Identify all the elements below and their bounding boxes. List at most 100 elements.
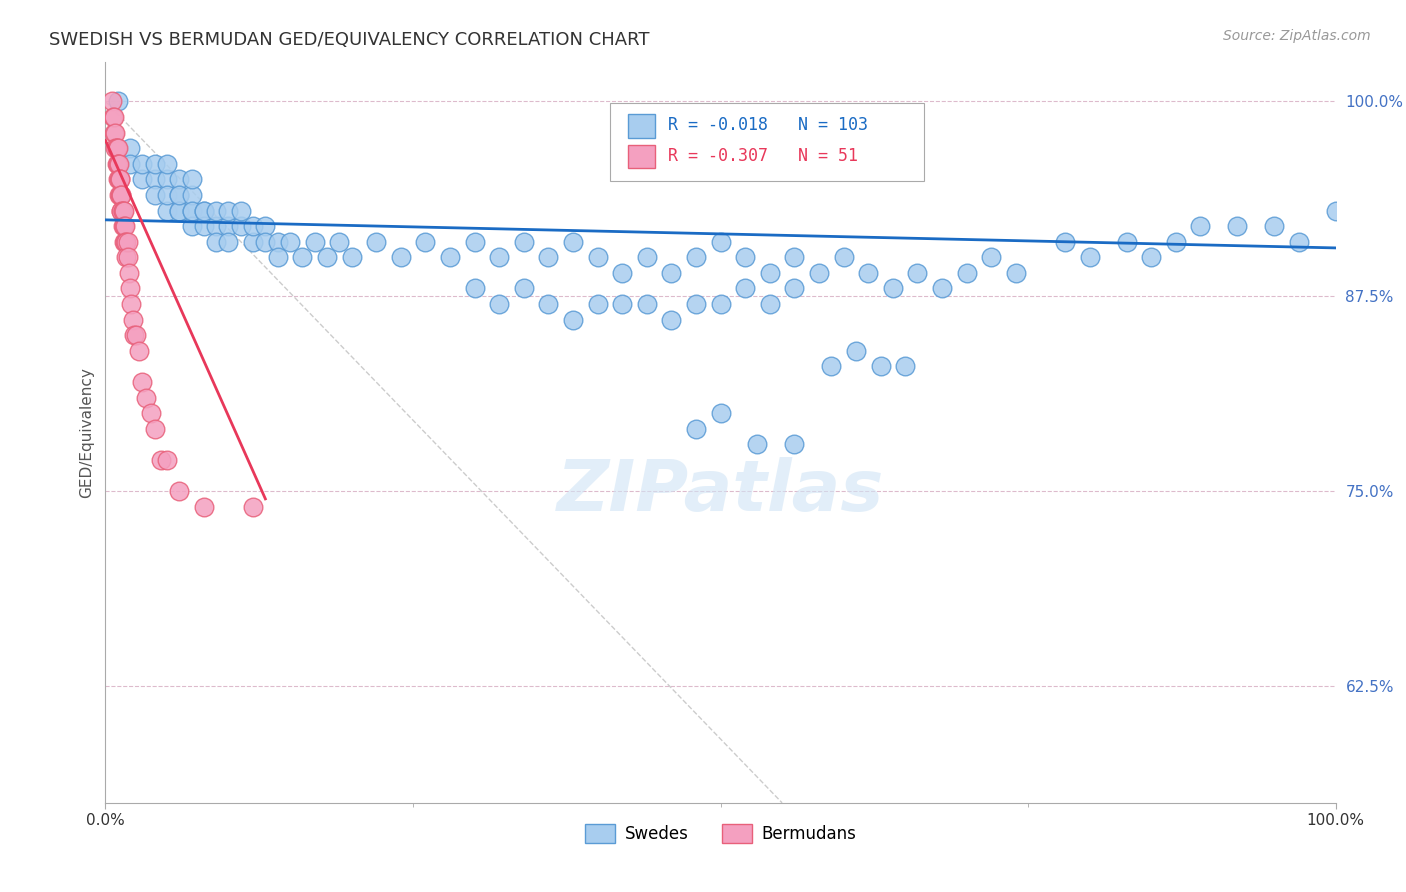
- Point: [180, 203, 202, 218]
- Y-axis label: GED/Equivalency: GED/Equivalency: [79, 368, 94, 498]
- Point: [205, 203, 228, 218]
- Point: [112, 203, 135, 218]
- Point: [156, 172, 179, 186]
- Point: [169, 172, 191, 186]
- Point: [114, 219, 136, 233]
- Point: [120, 297, 142, 311]
- Point: [218, 203, 240, 218]
- Point: [120, 281, 141, 295]
- Point: [229, 203, 252, 218]
- Point: [747, 437, 769, 451]
- Point: [389, 250, 412, 264]
- Point: [125, 328, 148, 343]
- Point: [661, 312, 683, 326]
- Point: [105, 141, 128, 155]
- Point: [169, 188, 191, 202]
- Point: [1164, 235, 1187, 249]
- Point: [488, 250, 510, 264]
- Point: [562, 312, 585, 326]
- Point: [111, 219, 134, 233]
- Point: [413, 235, 436, 249]
- Point: [193, 203, 215, 218]
- Point: [661, 266, 683, 280]
- Point: [143, 422, 166, 436]
- Point: [710, 235, 733, 249]
- Point: [845, 343, 868, 358]
- Point: [143, 157, 166, 171]
- Point: [117, 235, 139, 249]
- Point: [464, 235, 486, 249]
- Point: [120, 141, 141, 155]
- Point: [107, 95, 129, 109]
- Point: [562, 235, 585, 249]
- Point: [111, 203, 134, 218]
- Point: [882, 281, 904, 295]
- Point: [143, 172, 166, 186]
- Point: [1288, 235, 1310, 249]
- Point: [121, 312, 143, 326]
- Point: [110, 203, 132, 218]
- Point: [143, 188, 166, 202]
- Point: [156, 157, 179, 171]
- Point: [107, 172, 129, 186]
- Point: [193, 500, 215, 514]
- Point: [110, 203, 132, 218]
- FancyBboxPatch shape: [610, 103, 924, 181]
- Point: [115, 235, 138, 249]
- Point: [110, 188, 132, 202]
- Point: [105, 157, 128, 171]
- Point: [328, 235, 350, 249]
- Point: [783, 437, 806, 451]
- Point: [169, 484, 191, 499]
- Point: [110, 188, 132, 202]
- Point: [242, 219, 264, 233]
- Point: [118, 266, 141, 280]
- Point: [710, 406, 733, 420]
- Point: [101, 110, 124, 124]
- Point: [169, 203, 191, 218]
- Text: Source: ZipAtlas.com: Source: ZipAtlas.com: [1223, 29, 1371, 43]
- Point: [218, 235, 240, 249]
- Point: [366, 235, 388, 249]
- Point: [107, 141, 129, 155]
- Point: [131, 157, 153, 171]
- Point: [112, 219, 135, 233]
- Point: [464, 281, 486, 295]
- Point: [122, 328, 145, 343]
- Point: [180, 172, 202, 186]
- Point: [1078, 250, 1101, 264]
- Point: [115, 250, 138, 264]
- Point: [315, 250, 337, 264]
- Point: [169, 188, 191, 202]
- Point: [267, 235, 290, 249]
- Point: [807, 266, 830, 280]
- Point: [291, 250, 314, 264]
- Point: [103, 126, 125, 140]
- Point: [513, 235, 536, 249]
- Point: [105, 141, 128, 155]
- Point: [783, 250, 806, 264]
- Point: [869, 359, 891, 374]
- Point: [439, 250, 461, 264]
- Point: [956, 266, 979, 280]
- Point: [1189, 219, 1212, 233]
- Point: [131, 172, 153, 186]
- Point: [1263, 219, 1285, 233]
- Point: [149, 453, 172, 467]
- Text: R = -0.018   N = 103: R = -0.018 N = 103: [668, 116, 868, 135]
- Point: [1324, 203, 1347, 218]
- Point: [759, 297, 782, 311]
- Point: [1054, 235, 1077, 249]
- Point: [111, 203, 134, 218]
- Point: [340, 250, 363, 264]
- Point: [710, 297, 733, 311]
- Point: [120, 157, 141, 171]
- Point: [242, 500, 264, 514]
- Point: [734, 281, 756, 295]
- Point: [980, 250, 1002, 264]
- FancyBboxPatch shape: [628, 114, 655, 138]
- Point: [586, 297, 609, 311]
- Point: [180, 188, 202, 202]
- Point: [205, 235, 228, 249]
- Point: [180, 203, 202, 218]
